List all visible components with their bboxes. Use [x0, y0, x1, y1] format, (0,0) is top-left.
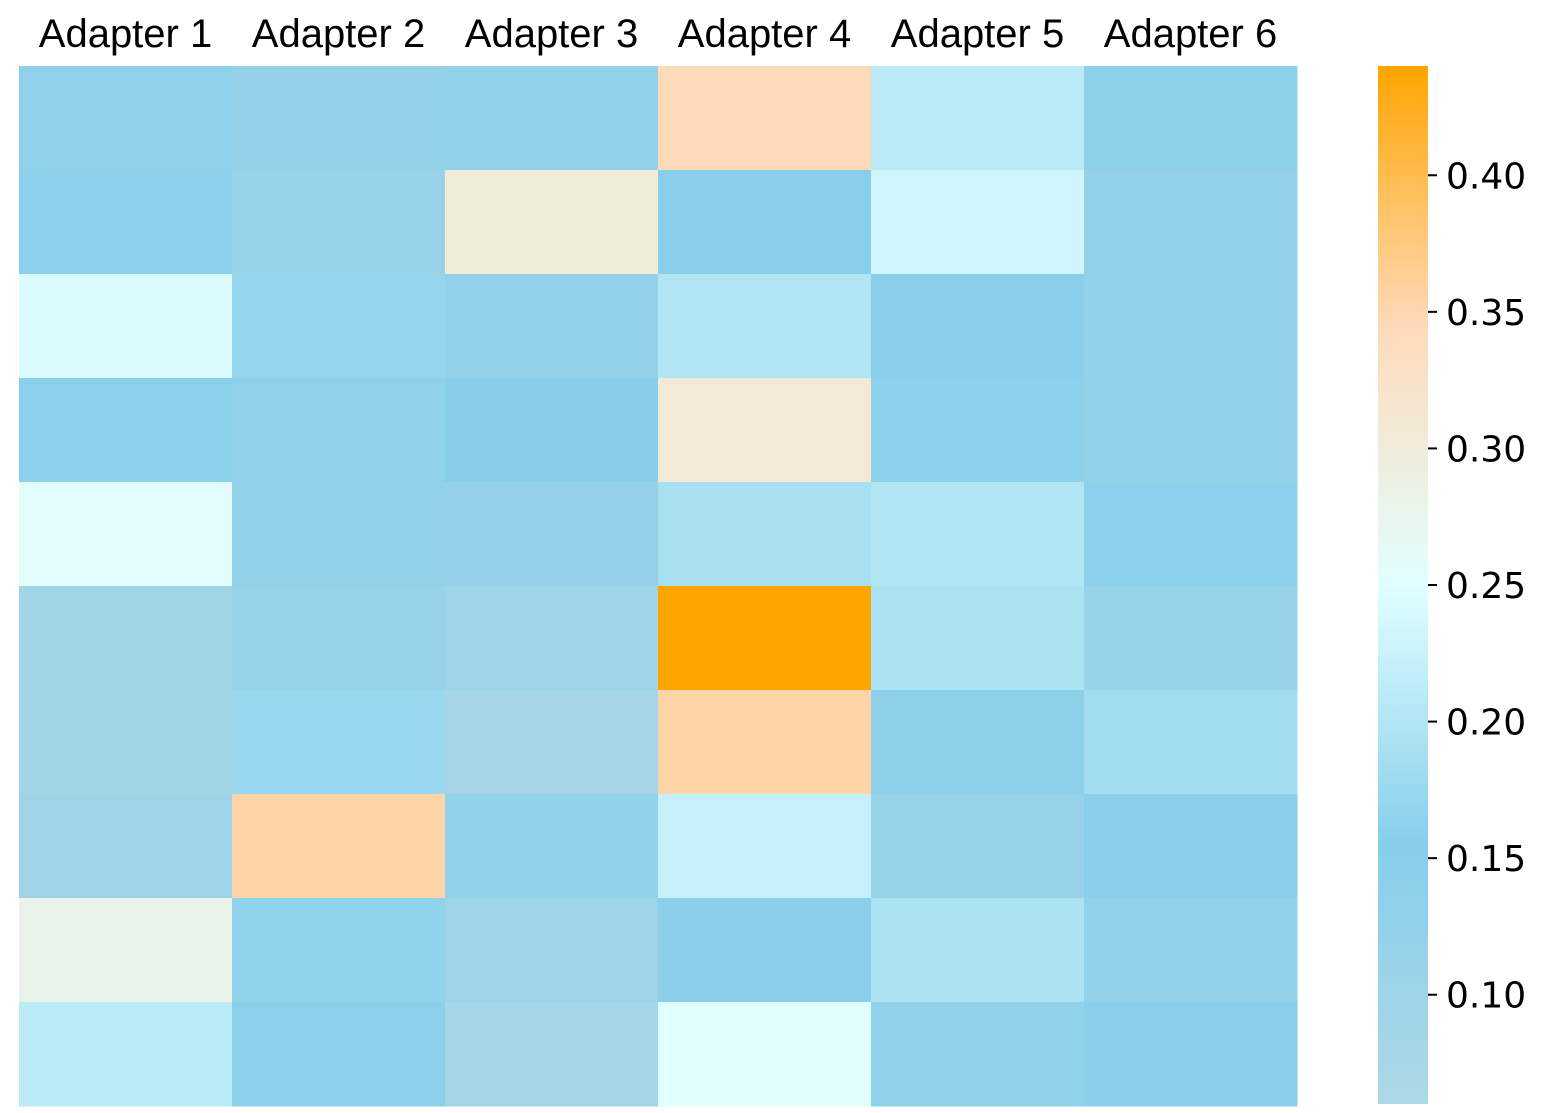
heatmap-cell-r5-c6 [1084, 482, 1298, 587]
heatmap-cell-r7-c5 [871, 690, 1085, 795]
heatmap-cell-r2-c4 [658, 170, 872, 275]
colorbar-tick-label: 0.30 [1446, 429, 1526, 470]
heatmap-cell-r8-c6 [1084, 794, 1298, 899]
heatmap-cell-r6-c2 [232, 586, 446, 691]
heatmap-cell-r3-c1 [19, 274, 233, 379]
heatmap-cell-r3-c6 [1084, 274, 1298, 379]
heatmap-cell-r4-c3 [445, 378, 659, 483]
heatmap-cell-r10-c2 [232, 1002, 446, 1107]
heatmap-cell-r7-c6 [1084, 690, 1298, 795]
heatmap-cell-r1-c3 [445, 66, 659, 171]
column-label-2: Adapter 2 [252, 12, 425, 56]
heatmap-cell-r3-c5 [871, 274, 1085, 379]
heatmap-cell-r9-c5 [871, 898, 1085, 1003]
heatmap-cell-r6-c3 [445, 586, 659, 691]
column-label-6: Adapter 6 [1104, 12, 1277, 56]
heatmap-cell-r10-c1 [19, 1002, 233, 1107]
heatmap-cell-r5-c5 [871, 482, 1085, 587]
heatmap-cell-r8-c3 [445, 794, 659, 899]
heatmap-cell-r9-c2 [232, 898, 446, 1003]
heatmap-cell-r10-c3 [445, 1002, 659, 1107]
heatmap-cell-r2-c2 [232, 170, 446, 275]
heatmap-cell-r8-c2 [232, 794, 446, 899]
heatmap-cell-r2-c3 [445, 170, 659, 275]
heatmap-cell-r6-c5 [871, 586, 1085, 691]
heatmap-cell-r7-c3 [445, 690, 659, 795]
colorbar-gradient [1378, 66, 1428, 1104]
heatmap-cell-r5-c2 [232, 482, 446, 587]
heatmap-cell-r1-c6 [1084, 66, 1298, 171]
heatmap-cell-r1-c4 [658, 66, 872, 171]
colorbar-tick-label: 0.35 [1446, 293, 1526, 334]
heatmap-cell-r3-c2 [232, 274, 446, 379]
heatmap-cell-r3-c4 [658, 274, 872, 379]
colorbar-tick-label: 0.15 [1446, 839, 1526, 880]
heatmap-cell-r4-c6 [1084, 378, 1298, 483]
heatmap-cell-r4-c2 [232, 378, 446, 483]
colorbar: 0.10 0.15 0.20 0.25 0.30 0.35 0.40 [1378, 66, 1526, 1104]
column-labels: Adapter 1 Adapter 2 Adapter 3 Adapter 4 Adap… [39, 12, 1277, 56]
heatmap-cell-r7-c1 [19, 690, 233, 795]
heatmap-cell-r1-c2 [232, 66, 446, 171]
colorbar-tick-label: 0.40 [1446, 156, 1526, 197]
colorbar-tick-label: 0.10 [1446, 976, 1526, 1017]
heatmap-cell-r9-c1 [19, 898, 233, 1003]
heatmap-cell-r6-c4 [658, 586, 872, 691]
heatmap-cell-r9-c4 [658, 898, 872, 1003]
heatmap-cell-r2-c5 [871, 170, 1085, 275]
heatmap-cell-r10-c5 [871, 1002, 1085, 1107]
colorbar-ticks: 0.10 0.15 0.20 0.25 0.30 0.35 0.40 [1428, 156, 1526, 1017]
colorbar-tick-label: 0.25 [1446, 566, 1526, 607]
heatmap-cell-r10-c4 [658, 1002, 872, 1107]
heatmap-cell-r6-c6 [1084, 586, 1298, 691]
heatmap-cell-r10-c6 [1084, 1002, 1298, 1107]
heatmap-cells [19, 66, 1298, 1107]
column-label-1: Adapter 1 [39, 12, 212, 56]
heatmap-cell-r6-c1 [19, 586, 233, 691]
heatmap-cell-r3-c3 [445, 274, 659, 379]
heatmap-cell-r9-c3 [445, 898, 659, 1003]
heatmap-cell-r7-c4 [658, 690, 872, 795]
heatmap-cell-r4-c5 [871, 378, 1085, 483]
heatmap-cell-r4-c1 [19, 378, 233, 483]
heatmap-cell-r1-c5 [871, 66, 1085, 171]
heatmap-cell-r5-c3 [445, 482, 659, 587]
heatmap-cell-r7-c2 [232, 690, 446, 795]
heatmap-cell-r4-c4 [658, 378, 872, 483]
colorbar-tick-label: 0.20 [1446, 703, 1526, 744]
heatmap-cell-r5-c1 [19, 482, 233, 587]
heatmap-cell-r8-c5 [871, 794, 1085, 899]
heatmap-cell-r1-c1 [19, 66, 233, 171]
column-label-3: Adapter 3 [465, 12, 638, 56]
heatmap-cell-r9-c6 [1084, 898, 1298, 1003]
heatmap-cell-r5-c4 [658, 482, 872, 587]
heatmap-cell-r8-c1 [19, 794, 233, 899]
heatmap-cell-r8-c4 [658, 794, 872, 899]
column-label-4: Adapter 4 [678, 12, 851, 56]
heatmap-cell-r2-c1 [19, 170, 233, 275]
heatmap-cell-r2-c6 [1084, 170, 1298, 275]
column-label-5: Adapter 5 [891, 12, 1064, 56]
